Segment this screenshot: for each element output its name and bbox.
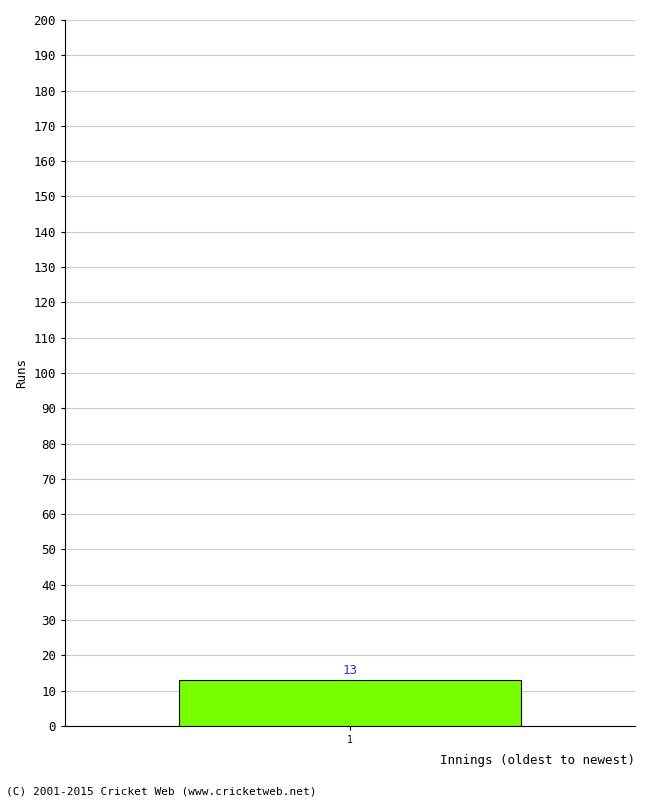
- Text: (C) 2001-2015 Cricket Web (www.cricketweb.net): (C) 2001-2015 Cricket Web (www.cricketwe…: [6, 786, 317, 796]
- Y-axis label: Runs: Runs: [15, 358, 28, 388]
- Text: 13: 13: [343, 663, 358, 677]
- Text: Innings (oldest to newest): Innings (oldest to newest): [440, 754, 635, 767]
- Bar: [179, 680, 521, 726]
